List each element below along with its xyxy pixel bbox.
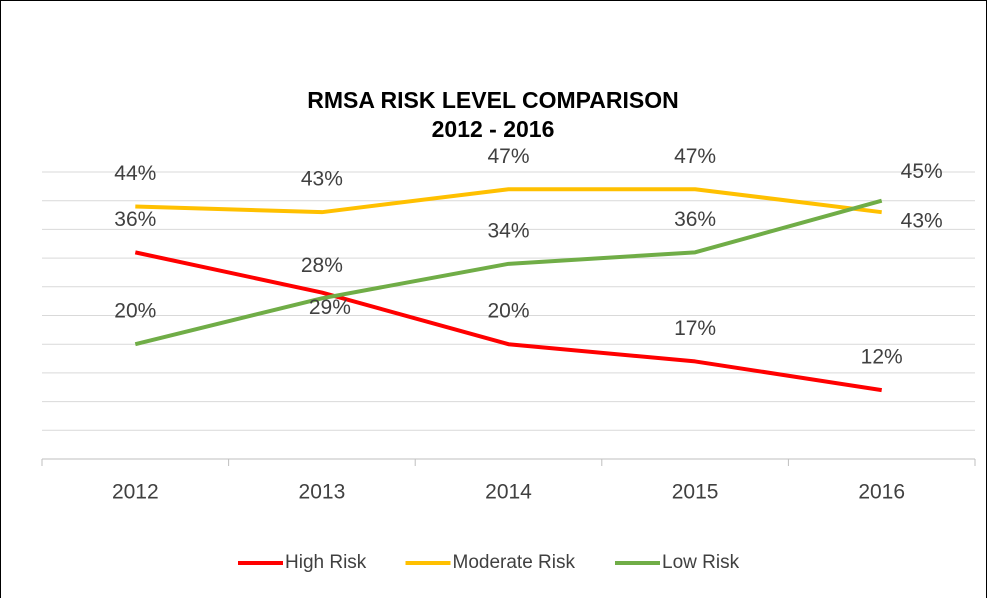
series-line xyxy=(135,187,882,215)
x-tick-label: 2015 xyxy=(672,481,719,504)
chart-subtitle: 2012 - 2016 xyxy=(432,116,555,142)
data-label: 43% xyxy=(301,168,343,191)
x-tick-label: 2012 xyxy=(112,481,159,504)
x-tick-label: 2014 xyxy=(485,481,532,504)
legend-label: Low Risk xyxy=(662,552,740,573)
data-label: 36% xyxy=(674,208,716,231)
data-label: 20% xyxy=(114,300,156,323)
data-label: 17% xyxy=(674,317,716,340)
data-label: 47% xyxy=(674,145,716,168)
legend-label: Moderate Risk xyxy=(453,552,576,573)
data-label: 47% xyxy=(487,145,529,168)
data-label: 34% xyxy=(487,219,529,242)
data-label: 44% xyxy=(114,162,156,185)
chart-title: RMSA RISK LEVEL COMPARISON xyxy=(307,87,678,113)
series-line xyxy=(134,198,883,347)
data-label: 20% xyxy=(487,300,529,323)
series-line xyxy=(134,250,883,393)
data-label: 45% xyxy=(901,160,943,183)
data-label: 43% xyxy=(901,210,943,233)
data-label: 28% xyxy=(301,254,343,277)
data-label: 36% xyxy=(114,208,156,231)
legend-label: High Risk xyxy=(285,552,367,573)
x-tick-label: 2016 xyxy=(858,481,905,504)
data-label: 29% xyxy=(309,296,351,319)
data-label: 12% xyxy=(861,346,903,369)
x-tick-label: 2013 xyxy=(299,481,346,504)
